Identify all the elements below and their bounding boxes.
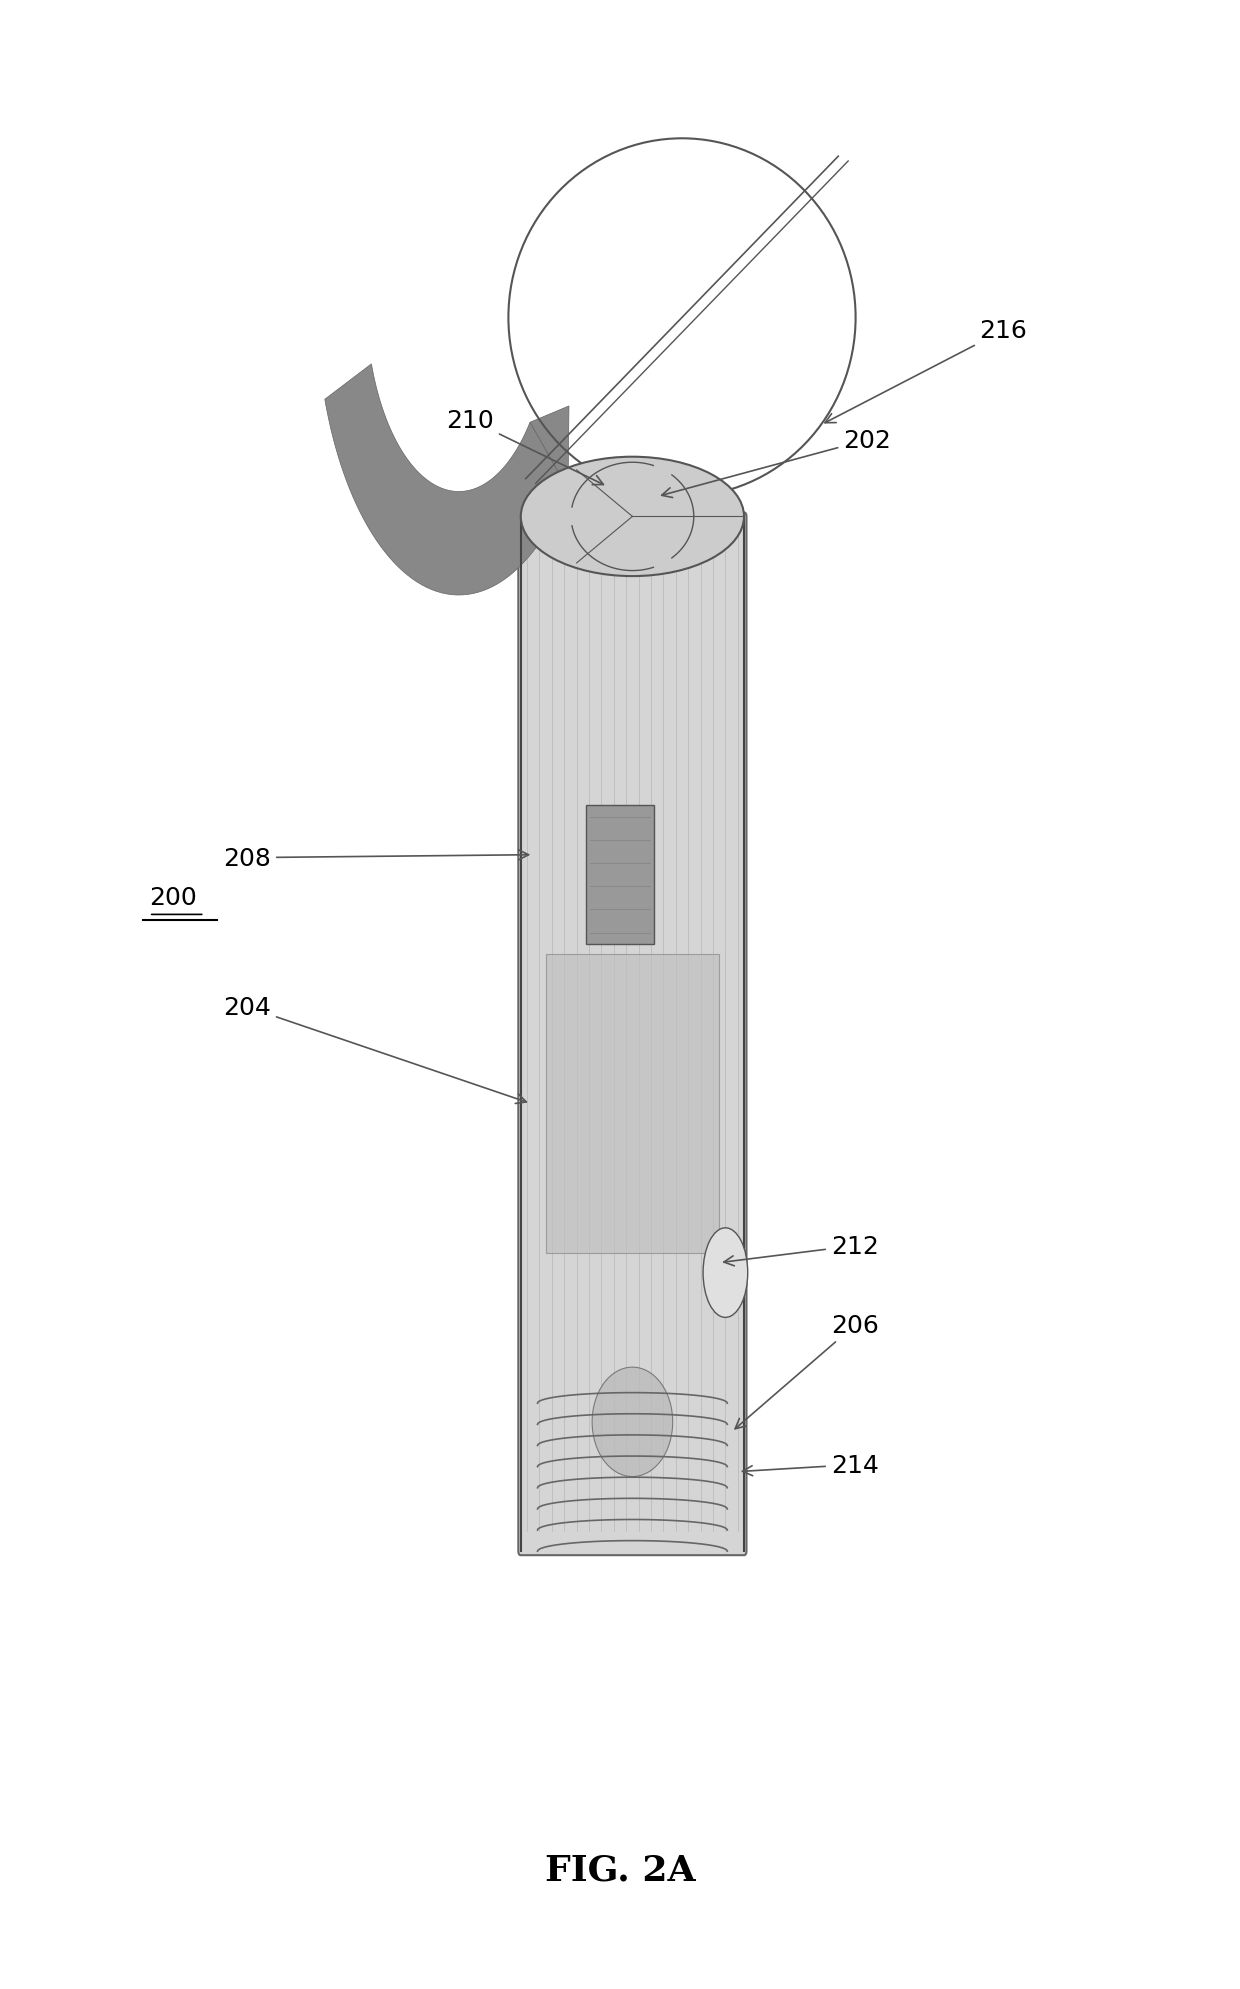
Text: 204: 204 (223, 994, 526, 1104)
Ellipse shape (521, 457, 744, 577)
Text: FIG. 2A: FIG. 2A (544, 1852, 696, 1888)
Bar (585, 806, 655, 945)
Text: 200: 200 (149, 885, 197, 911)
Text: 206: 206 (735, 1313, 879, 1428)
Text: 212: 212 (724, 1233, 879, 1267)
Polygon shape (529, 406, 569, 489)
Text: 210: 210 (446, 408, 604, 485)
Text: 214: 214 (743, 1452, 879, 1478)
Text: 216: 216 (825, 318, 1028, 424)
Ellipse shape (703, 1229, 748, 1319)
Bar (546, 955, 719, 1253)
Polygon shape (325, 364, 568, 595)
Ellipse shape (593, 1368, 672, 1478)
Text: 202: 202 (662, 428, 892, 499)
FancyBboxPatch shape (518, 513, 746, 1555)
Text: 208: 208 (223, 845, 528, 871)
